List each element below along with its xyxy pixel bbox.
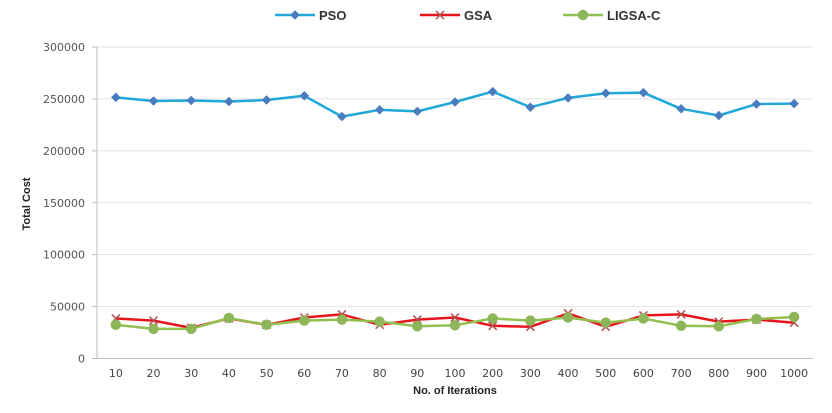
data-point-pso <box>261 95 272 105</box>
data-point-ligsa-c <box>185 323 197 335</box>
data-point-ligsa-c <box>675 320 687 332</box>
data-point-ligsa-c <box>261 319 272 331</box>
x-tick-label: 600 <box>633 367 654 380</box>
data-point-pso <box>525 102 536 113</box>
x-tick-label: 50 <box>260 367 274 380</box>
data-point-pso <box>600 88 611 99</box>
data-point-ligsa-c <box>299 315 310 326</box>
legend-item-gsa: GSA <box>420 8 493 23</box>
data-point-ligsa-c <box>638 313 649 324</box>
data-point-pso <box>487 86 498 97</box>
data-point-pso <box>148 96 159 106</box>
data-point-pso <box>337 111 347 122</box>
data-point-ligsa-c <box>751 313 762 325</box>
data-point-ligsa-c <box>336 314 348 325</box>
data-point-pso <box>224 96 234 107</box>
data-point-gsa <box>148 316 159 326</box>
data-point-ligsa-c <box>713 321 725 332</box>
x-tick-label: 800 <box>708 367 729 380</box>
legend-item-ligsa-c: LIGSA-C <box>563 8 661 23</box>
data-point-gsa <box>488 321 498 331</box>
y-tick-label: 150000 <box>43 197 85 210</box>
axes <box>92 46 813 359</box>
y-tick-label: 100000 <box>43 249 85 262</box>
data-point-pso <box>676 103 686 114</box>
data-point-pso <box>713 110 724 121</box>
data-point-ligsa-c <box>788 311 800 323</box>
y-tick-labels: 0 50000 100000 150000 200000 250000 300000 <box>43 41 85 366</box>
x-tick-label: 40 <box>222 367 236 380</box>
x-tick-label: 200 <box>482 367 503 380</box>
data-point-ligsa-c <box>449 320 461 331</box>
x-tick-label: 100 <box>445 367 466 380</box>
y-axis-title: Total Cost <box>21 177 33 230</box>
data-point-pso <box>110 92 121 103</box>
x-tick-label: 30 <box>184 367 198 380</box>
legend-marker-pso <box>290 10 300 20</box>
x-tick-label: 900 <box>746 367 767 380</box>
legend-item-pso: PSO <box>275 8 346 23</box>
data-point-ligsa-c <box>374 316 385 327</box>
data-point-ligsa-c <box>223 312 235 324</box>
x-tick-label: 300 <box>520 367 541 380</box>
data-point-ligsa-c <box>412 321 423 332</box>
data-point-ligsa-c <box>525 315 536 326</box>
data-point-pso <box>186 95 197 106</box>
legend: PSO GSA LIGSA-C <box>275 8 661 23</box>
y-tick-label: 200000 <box>43 145 85 158</box>
x-tick-label: 700 <box>671 367 692 380</box>
data-point-gsa <box>676 309 686 319</box>
data-point-pso <box>412 106 423 117</box>
x-tick-label: 80 <box>373 367 387 380</box>
data-point-pso <box>450 97 460 107</box>
x-tick-label: 10 <box>109 367 123 380</box>
data-point-pso <box>751 99 762 109</box>
x-tick-label: 500 <box>595 367 616 380</box>
y-tick-label: 0 <box>78 353 85 366</box>
legend-label-gsa: GSA <box>464 8 493 23</box>
series-lines <box>115 90 795 331</box>
data-point-pso <box>638 87 649 98</box>
x-tick-label: 70 <box>335 367 349 380</box>
gridlines <box>97 46 813 308</box>
y-tick-label: 300000 <box>43 41 85 54</box>
data-point-ligsa-c <box>600 317 611 328</box>
series-markers <box>110 86 800 335</box>
data-point-ligsa-c <box>487 313 498 324</box>
data-point-pso <box>374 104 385 115</box>
data-point-pso <box>789 98 800 109</box>
x-tick-label: 20 <box>147 367 161 380</box>
y-tick-label: 50000 <box>50 301 85 314</box>
data-point-gsa <box>450 312 460 323</box>
y-tick-label: 250000 <box>43 93 85 106</box>
data-point-ligsa-c <box>148 323 159 335</box>
data-point-ligsa-c <box>110 319 122 331</box>
x-tick-label: 400 <box>558 367 579 380</box>
x-tick-label: 60 <box>297 367 311 380</box>
legend-marker-ligsa-c <box>577 9 589 21</box>
legend-marker-gsa <box>435 10 445 20</box>
data-point-ligsa-c <box>562 312 574 323</box>
data-point-pso <box>563 93 573 103</box>
data-point-pso <box>299 90 310 101</box>
legend-label-ligsa-c: LIGSA-C <box>607 8 661 23</box>
x-axis-title: No. of Iterations <box>413 385 497 397</box>
legend-label-pso: PSO <box>319 8 346 23</box>
x-tick-labels: 10 20 30 40 50 60 70 80 90 100 200 300 400 500 600 700 8… <box>109 367 808 380</box>
x-tick-label: 90 <box>410 367 424 380</box>
x-tick-label: 1000 <box>780 367 808 380</box>
